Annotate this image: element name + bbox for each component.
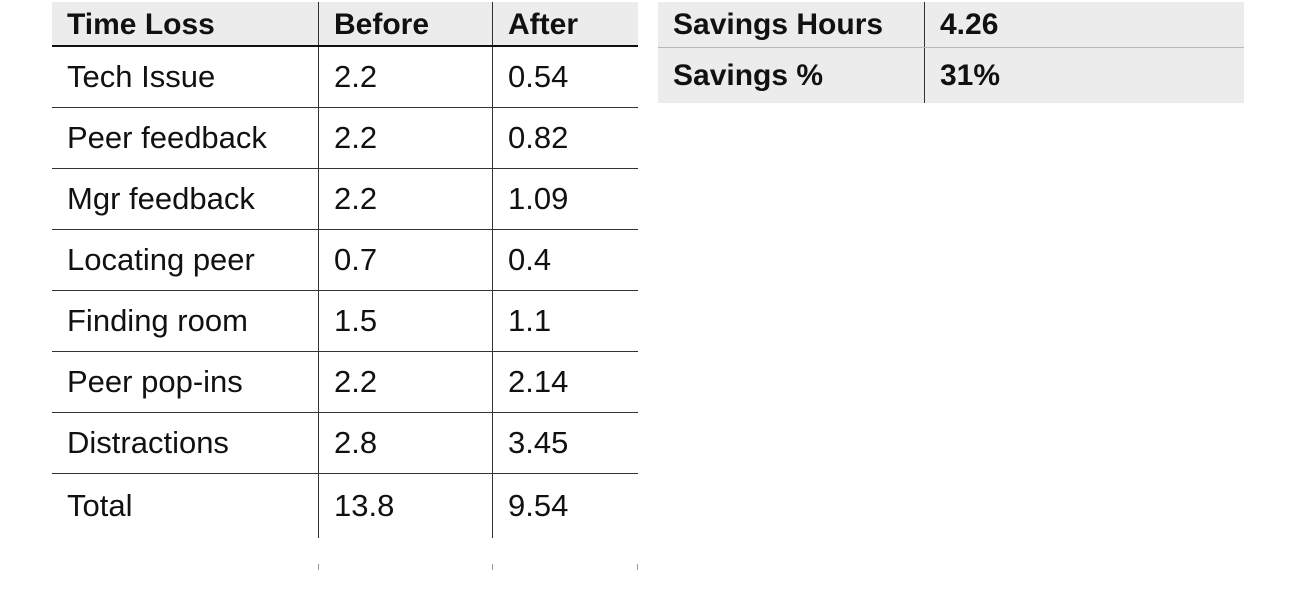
table-trailing-marks (52, 564, 638, 572)
row-after: 0.54 (492, 47, 638, 107)
savings-table: Savings Hours 4.26 Savings % 31% (658, 2, 1244, 103)
row-before: 0.7 (318, 230, 492, 290)
row-after: 1.09 (492, 169, 638, 229)
column-divider-stub (318, 564, 319, 570)
header-after: After (492, 2, 638, 45)
row-label: Peer pop-ins (67, 364, 243, 399)
row-before: 13.8 (318, 474, 492, 538)
row-before: 2.2 (318, 169, 492, 229)
row-label: Peer feedback (67, 120, 267, 155)
table-row: Locating peer 0.7 0.4 (52, 230, 638, 291)
table-row-total: Total 13.8 9.54 (52, 474, 638, 538)
table-row: Distractions 2.8 3.45 (52, 413, 638, 474)
row-after: 1.1 (492, 291, 638, 351)
row-before: 2.8 (318, 413, 492, 473)
savings-row: Savings Hours 4.26 (658, 2, 1244, 48)
header-before: Before (318, 2, 492, 45)
table-header-row: Time Loss Before After (52, 2, 638, 47)
row-after: 2.14 (492, 352, 638, 412)
row-after: 0.4 (492, 230, 638, 290)
savings-value: 31% (924, 48, 1244, 103)
row-before: 2.2 (318, 47, 492, 107)
table-row: Mgr feedback 2.2 1.09 (52, 169, 638, 230)
row-label: Distractions (67, 425, 229, 460)
row-label: Finding room (67, 303, 248, 338)
row-after: 9.54 (492, 474, 638, 538)
column-divider-stub (637, 564, 638, 570)
savings-row: Savings % 31% (658, 48, 1244, 103)
header-time-loss: Time Loss (67, 7, 215, 41)
table-row: Tech Issue 2.2 0.54 (52, 47, 638, 108)
savings-value: 4.26 (924, 2, 1244, 47)
row-label: Mgr feedback (67, 181, 255, 216)
row-label: Locating peer (67, 242, 255, 277)
savings-label: Savings % (673, 58, 824, 92)
table-row: Finding room 1.5 1.1 (52, 291, 638, 352)
row-before: 2.2 (318, 108, 492, 168)
table-row: Peer feedback 2.2 0.82 (52, 108, 638, 169)
row-before: 1.5 (318, 291, 492, 351)
savings-label: Savings Hours (673, 7, 884, 41)
row-before: 2.2 (318, 352, 492, 412)
row-label: Total (67, 488, 133, 523)
column-divider-stub (492, 564, 493, 570)
row-after: 0.82 (492, 108, 638, 168)
time-loss-table: Time Loss Before After Tech Issue 2.2 0.… (52, 2, 638, 538)
row-label: Tech Issue (67, 59, 216, 94)
row-after: 3.45 (492, 413, 638, 473)
table-row: Peer pop-ins 2.2 2.14 (52, 352, 638, 413)
